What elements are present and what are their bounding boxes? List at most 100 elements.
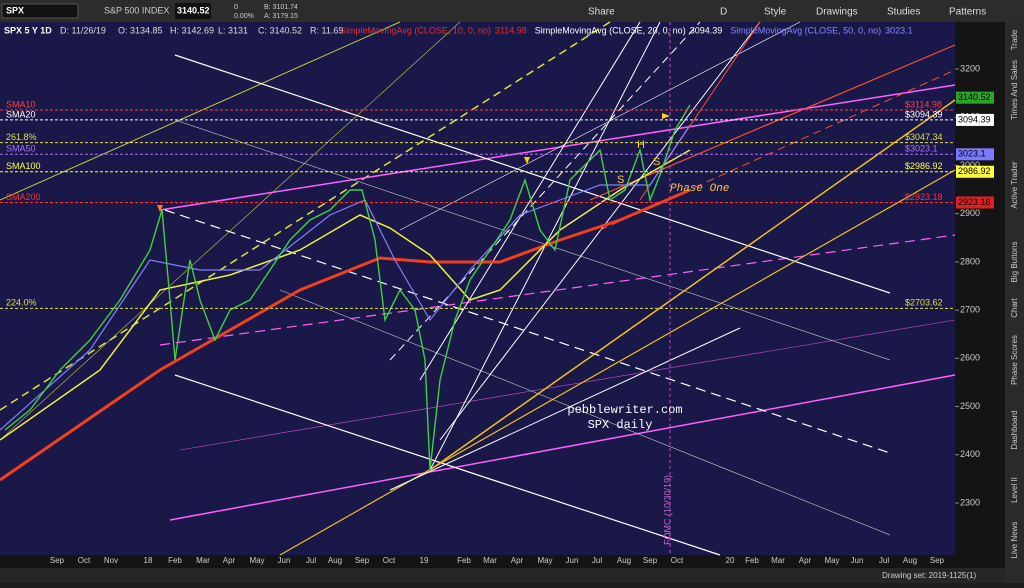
- toolbar-button[interactable]: D: [720, 7, 727, 18]
- price-tick-label: 2800: [960, 256, 980, 266]
- time-label: 19: [420, 556, 429, 565]
- price-badge: [956, 113, 994, 126]
- toolbar-button[interactable]: Studies: [887, 7, 920, 18]
- price-tick-label: 2600: [960, 353, 980, 363]
- time-label: Jun: [566, 556, 579, 565]
- annotation: FOMC (10/30/19): [662, 475, 672, 545]
- study-name: SimpleMovingAvg (CLOSE, 20, 0, no): [535, 25, 686, 35]
- toolbar-button[interactable]: Patterns: [949, 7, 986, 18]
- chart-bg: [0, 22, 955, 555]
- study-name: SimpleMovingAvg (CLOSE, 50, 0, no): [730, 25, 881, 35]
- time-label: Sep: [50, 556, 65, 565]
- time-label: Oct: [78, 556, 91, 565]
- trend-line: [589, 44, 956, 201]
- sma200-line: [0, 188, 691, 482]
- toolbar-button[interactable]: Style: [764, 7, 787, 18]
- level-name: 261.8%: [6, 132, 37, 142]
- annotation: S: [653, 156, 660, 168]
- trend-line: [399, 21, 801, 231]
- price-tick-label: 2700: [960, 304, 980, 314]
- trend-line: [279, 169, 956, 556]
- trend-line: [159, 234, 956, 346]
- price-badge-label: 2923.18: [958, 197, 991, 207]
- trend-line: [0, 21, 611, 411]
- arrow: [157, 205, 163, 212]
- arrow: [662, 113, 670, 119]
- level-label: $3047.34: [905, 132, 943, 142]
- price-line: [4, 104, 691, 471]
- header-item: SPX 5 Y 1D: [4, 25, 52, 35]
- trend-line: [174, 374, 721, 556]
- time-label: Jul: [592, 556, 602, 565]
- side-tab[interactable]: Trade: [1010, 29, 1019, 50]
- header-item: L: 3131: [218, 25, 248, 35]
- study-value: 3094.39: [690, 25, 723, 35]
- time-label: Sep: [930, 556, 945, 565]
- side-tab[interactable]: Phase Scores: [1010, 335, 1019, 385]
- time-label: Mar: [483, 556, 497, 565]
- price-badge: [956, 165, 994, 178]
- annotation: S: [617, 174, 624, 186]
- drawings: [0, 21, 956, 556]
- time-label: 20: [726, 556, 735, 565]
- time-label: Apr: [799, 556, 812, 565]
- level-name: SMA200: [6, 192, 41, 202]
- side-tab[interactable]: Active Trader: [1010, 161, 1019, 208]
- side-tab[interactable]: Chart: [1010, 297, 1019, 317]
- time-label: Feb: [745, 556, 759, 565]
- time-label: Aug: [903, 556, 917, 565]
- trend-line: [389, 21, 701, 361]
- side-tab[interactable]: Live News: [1010, 522, 1019, 559]
- level-label: $2986.92: [905, 161, 943, 171]
- symbol[interactable]: SPX: [6, 5, 24, 15]
- time-label: Apr: [511, 556, 524, 565]
- time-label: May: [824, 556, 839, 565]
- time-label: Mar: [196, 556, 210, 565]
- side-tab[interactable]: Times And Sales: [1010, 60, 1019, 120]
- time-label: Mar: [771, 556, 785, 565]
- level-label: $3023.1: [905, 144, 938, 154]
- level-name: SMA50: [6, 144, 36, 154]
- time-axis-bg: [0, 555, 1005, 568]
- change: 0: [234, 4, 238, 11]
- price-badge-label: 3094.39: [958, 114, 991, 124]
- trend-line: [0, 21, 401, 201]
- time-label: Jul: [306, 556, 316, 565]
- price-badge: [956, 148, 994, 161]
- symbol-box[interactable]: [1, 3, 79, 19]
- level-label: $3114.98: [905, 99, 942, 109]
- header-item: R: 11.69: [310, 25, 343, 35]
- arrow: [524, 157, 530, 164]
- toolbar-button[interactable]: Drawings: [816, 7, 858, 18]
- trend-line: [174, 119, 891, 361]
- side-tab[interactable]: Dashboard: [1010, 410, 1019, 449]
- time-label: Jun: [851, 556, 864, 565]
- time-label: Aug: [617, 556, 631, 565]
- time-label: May: [249, 556, 264, 565]
- trend-line: [174, 54, 891, 294]
- level-label: $3094.39: [905, 109, 943, 119]
- side-tab[interactable]: Level II: [1010, 477, 1019, 503]
- time-label: Jul: [879, 556, 889, 565]
- time-label: Jun: [278, 556, 291, 565]
- side-tab[interactable]: Big Buttons: [1010, 242, 1019, 283]
- price-tick-label: 2300: [960, 497, 980, 507]
- annotation: Phase One: [670, 183, 729, 195]
- last-box: [175, 3, 211, 19]
- header-item: H: 3142.69: [170, 25, 214, 35]
- time-label: Aug: [328, 556, 342, 565]
- toolbar-button[interactable]: Share: [588, 7, 615, 18]
- price-tick-label: 2900: [960, 208, 980, 218]
- price-badge-label: 3140.52: [958, 92, 991, 102]
- time-label: 18: [144, 556, 153, 565]
- trend-line: [439, 21, 761, 441]
- annotation: pebblewriter.com: [567, 403, 682, 417]
- header-item: C: 3140.52: [258, 25, 302, 35]
- level-label: $2923.18: [905, 192, 943, 202]
- trend-line: [0, 21, 461, 441]
- time-label: Sep: [643, 556, 658, 565]
- time-label: Oct: [671, 556, 684, 565]
- time-label: Sep: [355, 556, 370, 565]
